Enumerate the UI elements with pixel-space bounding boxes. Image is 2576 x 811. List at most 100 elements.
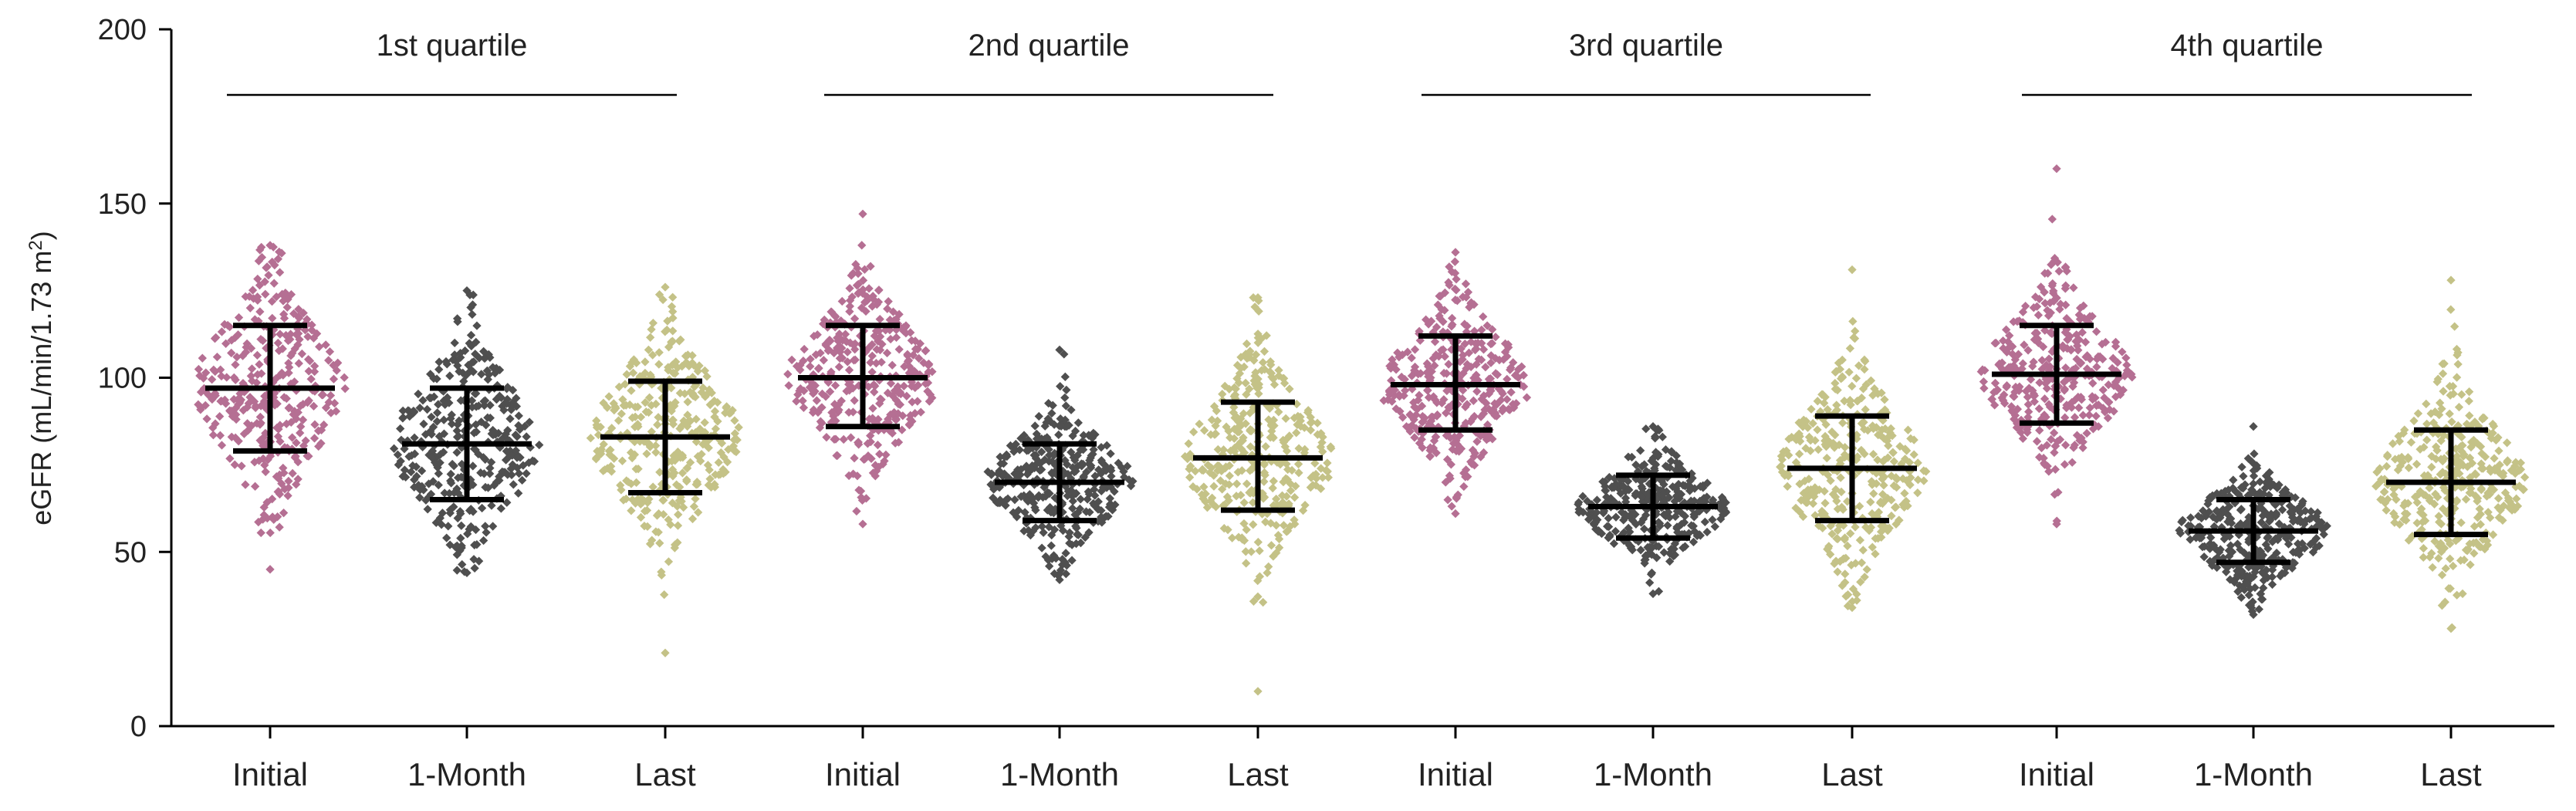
data-point	[462, 568, 472, 577]
data-point	[2198, 542, 2207, 552]
data-point	[643, 522, 652, 532]
data-point	[2011, 382, 2020, 392]
data-point	[211, 419, 220, 428]
data-point	[1239, 498, 1249, 508]
data-point	[2471, 470, 2481, 479]
data-point	[1631, 460, 1641, 470]
data-point	[478, 536, 488, 546]
data-point	[434, 400, 443, 409]
data-point	[1871, 534, 1880, 543]
data-point	[1040, 482, 1049, 492]
data-point	[1445, 262, 1454, 272]
data-point	[2439, 387, 2448, 396]
data-point	[1246, 426, 1256, 436]
data-point	[2009, 391, 2018, 400]
data-point	[2243, 579, 2252, 589]
data-point	[434, 469, 444, 478]
data-point	[1862, 565, 1871, 574]
data-point	[2033, 310, 2044, 319]
data-point	[1227, 533, 1237, 542]
data-point	[1492, 411, 1502, 421]
data-point	[2473, 513, 2483, 522]
data-point	[2474, 542, 2484, 551]
data-point	[294, 359, 303, 368]
data-point	[1463, 472, 1472, 482]
data-point	[1189, 427, 1198, 437]
data-point	[2186, 513, 2196, 522]
data-point	[1259, 597, 1268, 607]
data-point	[1323, 458, 1332, 468]
data-point	[1695, 531, 1706, 540]
data-point	[858, 285, 867, 294]
data-point	[667, 302, 677, 311]
data-point	[1442, 408, 1451, 417]
data-point	[2454, 402, 2464, 412]
data-point	[1593, 515, 1602, 525]
data-point	[1452, 275, 1461, 284]
data-point	[648, 482, 658, 492]
data-point	[1794, 449, 1804, 459]
data-point	[1022, 461, 1031, 471]
data-point	[231, 433, 240, 442]
data-point	[2452, 469, 2461, 478]
data-point	[671, 397, 680, 407]
data-point	[1678, 543, 1688, 552]
data-point	[411, 462, 421, 471]
data-point	[1185, 472, 1195, 482]
data-point	[467, 396, 477, 405]
data-point	[1272, 548, 1281, 558]
data-point	[820, 315, 829, 325]
data-point	[1211, 502, 1221, 512]
data-point	[2035, 378, 2044, 387]
data-point	[1236, 438, 1246, 447]
data-point	[445, 488, 454, 498]
data-point	[854, 485, 864, 495]
data-point	[1278, 373, 1288, 384]
data-point	[2040, 269, 2050, 278]
data-point	[796, 384, 805, 394]
data-point	[1469, 411, 1479, 421]
data-point	[1687, 521, 1696, 530]
data-point	[875, 314, 884, 324]
data-point	[627, 386, 636, 395]
data-point	[806, 354, 815, 364]
data-point	[664, 366, 673, 375]
data-point	[1090, 501, 1099, 510]
data-point	[2452, 344, 2462, 354]
data-point	[535, 440, 544, 450]
data-point	[488, 522, 498, 531]
data-point	[1263, 568, 1272, 577]
data-point	[1245, 488, 1254, 498]
data-point	[1900, 488, 1909, 498]
data-point	[2400, 498, 2410, 508]
data-point	[1648, 542, 1657, 552]
data-point	[293, 407, 303, 417]
data-point	[671, 369, 680, 378]
data-point	[2004, 363, 2013, 372]
data-point	[2197, 513, 2206, 523]
data-point	[304, 396, 313, 405]
data-point	[457, 459, 467, 469]
data-point	[1850, 334, 1860, 343]
data-point	[265, 565, 275, 574]
data-point	[472, 337, 481, 347]
data-point	[1264, 562, 1273, 572]
data-point	[1037, 447, 1046, 457]
data-point	[1463, 287, 1473, 297]
data-point	[1505, 405, 1514, 414]
data-point	[714, 458, 723, 468]
data-point	[858, 209, 867, 218]
data-point	[704, 480, 713, 490]
data-point	[661, 282, 670, 292]
data-point	[1621, 493, 1631, 503]
data-point	[830, 380, 840, 390]
data-point	[681, 351, 691, 361]
data-point	[2108, 353, 2118, 363]
data-point	[1323, 467, 1332, 476]
data-point	[1879, 481, 1888, 490]
data-point	[309, 434, 319, 443]
data-point	[291, 451, 300, 461]
data-point	[290, 344, 299, 353]
data-point	[304, 451, 313, 461]
data-point	[1979, 377, 1989, 387]
